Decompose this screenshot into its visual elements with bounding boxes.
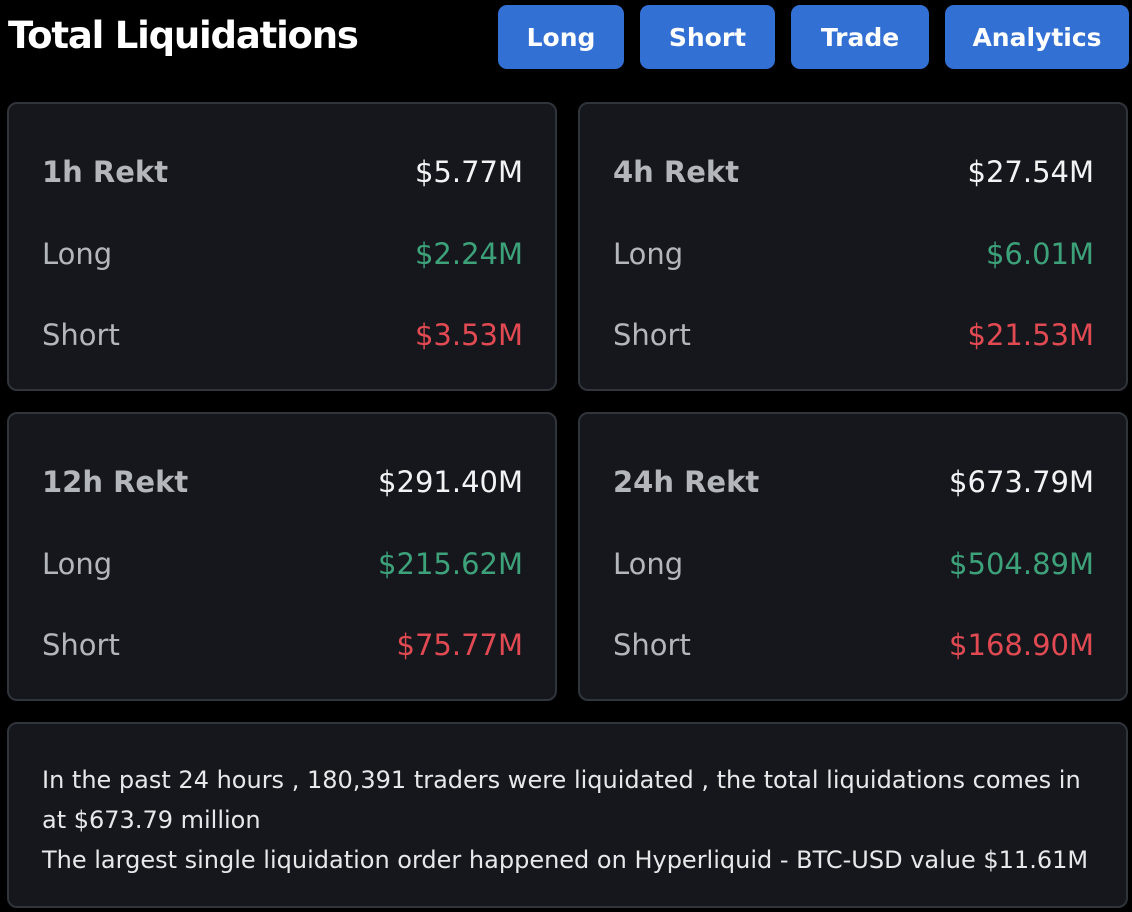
card-short-row: Short $168.90M	[613, 625, 1094, 665]
card-total-value: $291.40M	[378, 465, 523, 499]
long-value: $215.62M	[378, 547, 523, 581]
short-value: $3.53M	[414, 318, 523, 352]
short-button[interactable]: Short	[640, 5, 775, 69]
short-label: Short	[613, 628, 691, 662]
trade-button[interactable]: Trade	[791, 5, 929, 69]
long-label: Long	[613, 547, 684, 581]
short-label: Short	[42, 628, 120, 662]
long-value: $2.24M	[414, 237, 523, 271]
rekt-card-1h: 1h Rekt $5.77M Long $2.24M Short $3.53M	[7, 102, 557, 391]
card-period-label: 12h Rekt	[42, 465, 189, 499]
rekt-card-4h: 4h Rekt $27.54M Long $6.01M Short $21.53…	[578, 102, 1128, 391]
card-total-row: 4h Rekt $27.54M	[613, 152, 1094, 192]
header: Total Liquidations Long Short Trade Anal…	[0, 0, 1132, 80]
card-total-value: $27.54M	[967, 155, 1095, 189]
long-value: $6.01M	[985, 237, 1094, 271]
card-long-row: Long $6.01M	[613, 234, 1094, 274]
long-value: $504.89M	[949, 547, 1094, 581]
short-label: Short	[613, 318, 691, 352]
summary-line-1: In the past 24 hours , 180,391 traders w…	[42, 766, 1081, 834]
long-label: Long	[42, 547, 113, 581]
long-label: Long	[42, 237, 113, 271]
summary-line-2: The largest single liquidation order hap…	[42, 846, 1089, 874]
card-period-label: 4h Rekt	[613, 155, 740, 189]
card-long-row: Long $504.89M	[613, 544, 1094, 584]
page-title: Total Liquidations	[8, 14, 359, 57]
summary-box: In the past 24 hours , 180,391 traders w…	[7, 722, 1128, 908]
short-value: $168.90M	[949, 628, 1094, 662]
short-value: $21.53M	[967, 318, 1095, 352]
rekt-card-12h: 12h Rekt $291.40M Long $215.62M Short $7…	[7, 412, 557, 701]
card-total-value: $673.79M	[949, 465, 1094, 499]
rekt-card-24h: 24h Rekt $673.79M Long $504.89M Short $1…	[578, 412, 1128, 701]
card-total-row: 1h Rekt $5.77M	[42, 152, 523, 192]
card-period-label: 24h Rekt	[613, 465, 760, 499]
card-total-value: $5.77M	[414, 155, 523, 189]
analytics-button[interactable]: Analytics	[945, 5, 1129, 69]
card-short-row: Short $3.53M	[42, 315, 523, 355]
long-button[interactable]: Long	[498, 5, 624, 69]
short-value: $75.77M	[396, 628, 524, 662]
card-short-row: Short $21.53M	[613, 315, 1094, 355]
card-total-row: 24h Rekt $673.79M	[613, 462, 1094, 502]
card-short-row: Short $75.77M	[42, 625, 523, 665]
long-label: Long	[613, 237, 684, 271]
card-long-row: Long $2.24M	[42, 234, 523, 274]
short-label: Short	[42, 318, 120, 352]
card-period-label: 1h Rekt	[42, 155, 169, 189]
card-long-row: Long $215.62M	[42, 544, 523, 584]
card-total-row: 12h Rekt $291.40M	[42, 462, 523, 502]
